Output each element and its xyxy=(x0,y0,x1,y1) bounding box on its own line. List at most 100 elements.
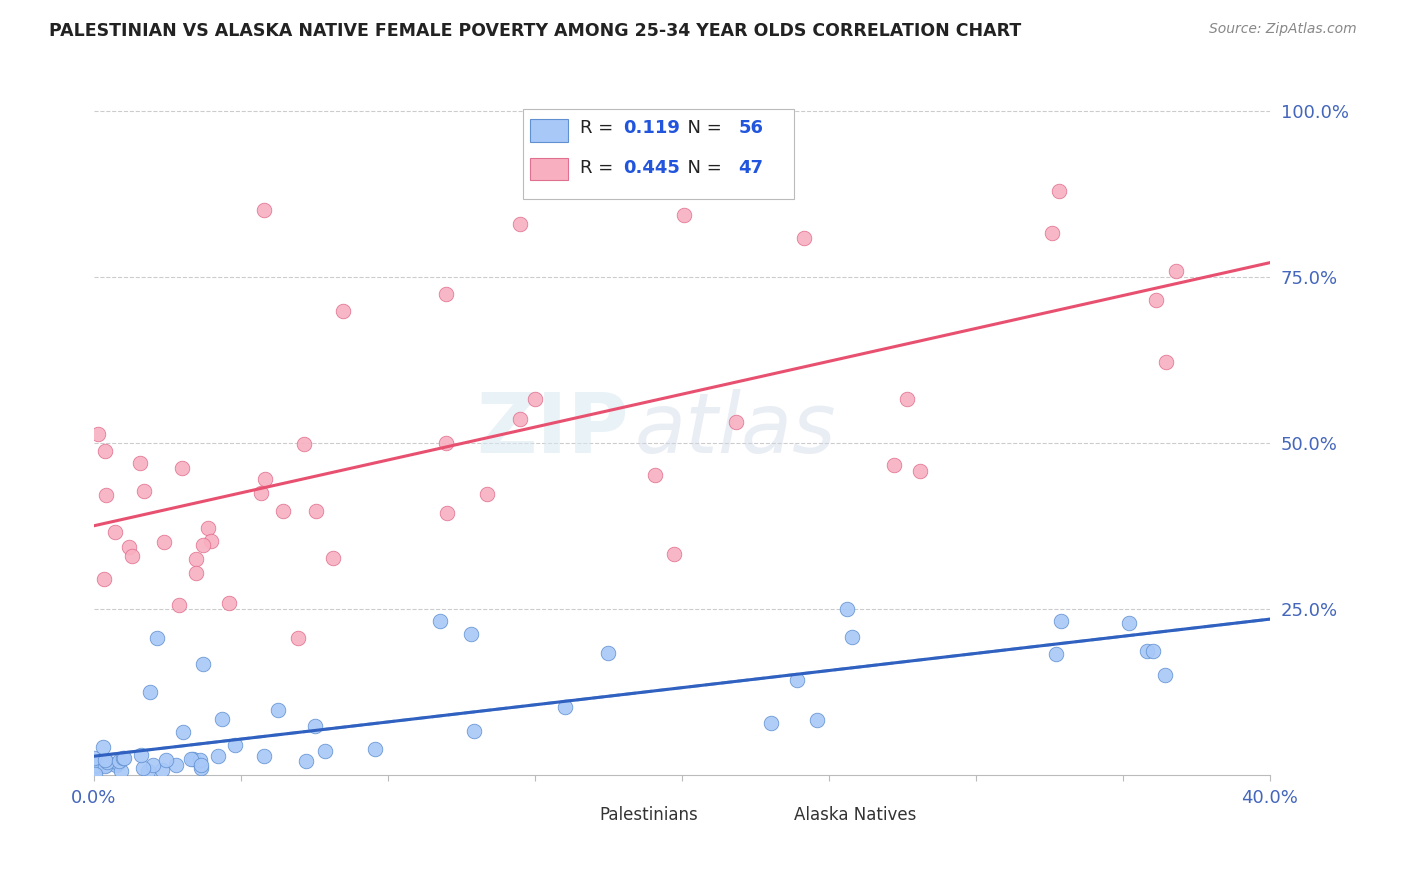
Text: 0.119: 0.119 xyxy=(623,120,681,137)
Point xyxy=(509,412,531,426)
Point xyxy=(477,487,499,501)
Point xyxy=(883,458,905,472)
FancyBboxPatch shape xyxy=(530,158,568,180)
Point xyxy=(314,744,336,758)
Point xyxy=(759,715,782,730)
Point xyxy=(165,757,187,772)
Text: atlas: atlas xyxy=(634,389,837,470)
FancyBboxPatch shape xyxy=(530,120,568,142)
Point xyxy=(150,763,173,777)
Point xyxy=(896,392,918,406)
Point xyxy=(93,573,115,587)
Point xyxy=(1050,615,1073,629)
Point xyxy=(132,484,155,499)
Point xyxy=(190,757,212,772)
Point xyxy=(224,738,246,752)
Text: PALESTINIAN VS ALASKA NATIVE FEMALE POVERTY AMONG 25-34 YEAR OLDS CORRELATION CH: PALESTINIAN VS ALASKA NATIVE FEMALE POVE… xyxy=(49,22,1022,40)
Point xyxy=(332,304,354,318)
Point xyxy=(146,632,169,646)
Point xyxy=(253,472,276,486)
Point xyxy=(132,761,155,775)
FancyBboxPatch shape xyxy=(751,806,785,825)
Point xyxy=(1142,644,1164,658)
Point xyxy=(84,766,107,780)
Point xyxy=(1045,647,1067,661)
Point xyxy=(153,535,176,549)
Point xyxy=(191,538,214,552)
Point xyxy=(184,566,207,581)
Point xyxy=(94,488,117,502)
Text: N =: N = xyxy=(676,159,727,178)
Point xyxy=(436,435,458,450)
Point xyxy=(94,443,117,458)
Point xyxy=(322,551,344,566)
Point xyxy=(672,208,695,222)
Point xyxy=(84,764,107,779)
Point xyxy=(172,725,194,739)
Point xyxy=(267,703,290,717)
Point xyxy=(436,287,458,301)
Point xyxy=(112,750,135,764)
Point xyxy=(295,754,318,768)
Point xyxy=(155,753,177,767)
Point xyxy=(93,753,115,767)
Point xyxy=(110,764,132,778)
Point xyxy=(136,764,159,778)
Point xyxy=(664,547,686,561)
Point xyxy=(86,426,108,441)
Text: Palestinians: Palestinians xyxy=(599,806,699,824)
Point xyxy=(305,503,328,517)
Point xyxy=(105,757,128,772)
Point xyxy=(1047,184,1070,198)
Point xyxy=(596,646,619,660)
Point xyxy=(644,467,666,482)
Point xyxy=(1118,616,1140,631)
Point xyxy=(96,758,118,772)
Text: R =: R = xyxy=(579,120,619,137)
Point xyxy=(128,456,150,470)
Point xyxy=(835,601,858,615)
FancyBboxPatch shape xyxy=(523,109,793,200)
Point xyxy=(523,392,546,406)
Point xyxy=(250,485,273,500)
Point xyxy=(197,521,219,535)
Point xyxy=(436,506,458,520)
Point xyxy=(218,596,240,610)
Point xyxy=(1164,264,1187,278)
Text: Source: ZipAtlas.com: Source: ZipAtlas.com xyxy=(1209,22,1357,37)
Point xyxy=(108,755,131,769)
Text: N =: N = xyxy=(676,120,727,137)
Point xyxy=(193,657,215,671)
Point xyxy=(287,631,309,645)
Point xyxy=(181,752,204,766)
Point xyxy=(253,749,276,764)
Point xyxy=(129,747,152,762)
Point xyxy=(304,719,326,733)
Point xyxy=(104,525,127,540)
Point xyxy=(107,756,129,770)
Point xyxy=(172,461,194,475)
Point xyxy=(1144,293,1167,307)
Point xyxy=(94,759,117,773)
Point xyxy=(190,761,212,775)
Point xyxy=(200,533,222,548)
Text: 56: 56 xyxy=(738,120,763,137)
Point xyxy=(83,751,105,765)
Text: Alaska Natives: Alaska Natives xyxy=(793,806,915,824)
Point xyxy=(188,753,211,767)
Point xyxy=(509,217,531,231)
Point xyxy=(1156,354,1178,368)
Point xyxy=(139,685,162,699)
Point xyxy=(271,503,294,517)
Text: ZIP: ZIP xyxy=(477,389,628,470)
Point xyxy=(91,740,114,755)
Text: 0.445: 0.445 xyxy=(623,159,681,178)
Point xyxy=(211,712,233,726)
Point xyxy=(112,750,135,764)
Point xyxy=(363,742,385,756)
Point xyxy=(118,540,141,554)
Point xyxy=(96,755,118,769)
Point xyxy=(841,631,863,645)
Point xyxy=(806,713,828,727)
Point xyxy=(1136,643,1159,657)
